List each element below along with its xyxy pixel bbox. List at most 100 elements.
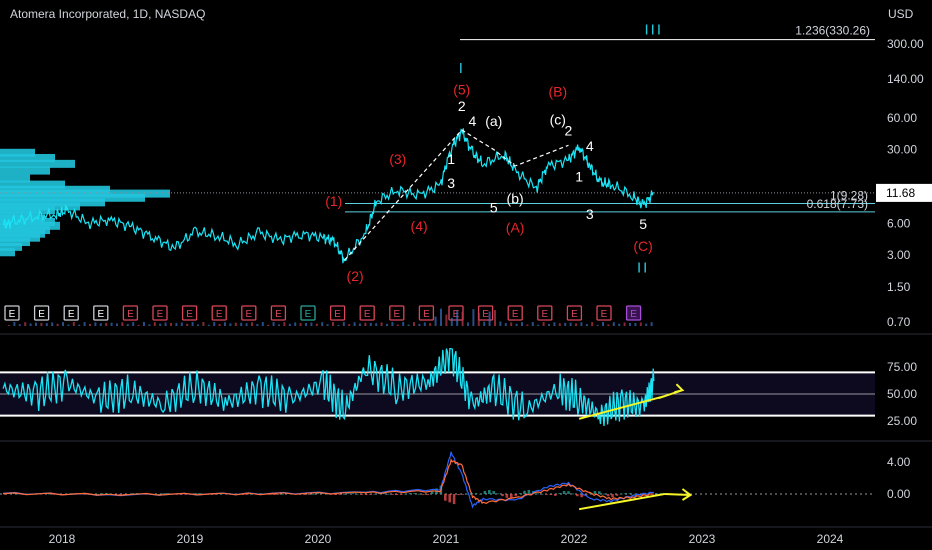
wave-label: 5 xyxy=(639,216,647,232)
volume-bar xyxy=(472,309,475,326)
earnings-marker-label: E xyxy=(97,309,104,320)
earnings-marker: E xyxy=(63,305,79,321)
volume-bar xyxy=(564,322,567,326)
macd-histogram-bar xyxy=(545,494,548,495)
volume-bar xyxy=(321,322,324,326)
macd-histogram-bar xyxy=(466,493,469,495)
volume-bar xyxy=(310,322,313,326)
volume-bar xyxy=(418,323,421,326)
macd-histogram-bar xyxy=(501,494,504,497)
macd-histogram-bar xyxy=(210,494,214,495)
volume-bar xyxy=(531,322,534,326)
wave-label: (2) xyxy=(347,268,364,284)
time-axis-tick: 2020 xyxy=(305,532,332,546)
earnings-marker: E xyxy=(507,305,523,321)
earnings-marker-label: E xyxy=(571,309,578,320)
rsi-trendline xyxy=(578,395,665,420)
earnings-marker: E xyxy=(211,305,227,321)
earnings-marker-box xyxy=(507,305,523,321)
earnings-marker-box xyxy=(270,305,287,321)
volume-bar xyxy=(24,322,27,326)
volume-bar xyxy=(488,311,491,326)
macd-histogram-bar xyxy=(48,493,51,495)
earnings-marker-box xyxy=(566,305,583,321)
price-axis-tick: 3.00 xyxy=(887,248,911,262)
wave-label: (4) xyxy=(411,218,428,234)
volume-bar xyxy=(251,322,253,326)
volume-bar xyxy=(110,322,113,326)
time-axis-tick: 2018 xyxy=(49,532,76,546)
macd-histogram-bar xyxy=(131,493,135,495)
volume-bar xyxy=(229,323,232,326)
earnings-marker-box xyxy=(33,305,50,321)
earnings-marker: E xyxy=(33,305,50,321)
volume-bar xyxy=(585,324,588,326)
macd-histogram-bar xyxy=(567,491,570,494)
rsi-axis-tick: 25.00 xyxy=(887,414,917,428)
earnings-marker-label: E xyxy=(423,309,430,320)
macd-histogram-bar xyxy=(268,494,271,495)
current-price-tag-bg xyxy=(876,183,932,202)
macd-histogram-bar xyxy=(105,493,108,494)
wave-label: (5) xyxy=(453,81,470,97)
earnings-marker-box xyxy=(389,305,405,321)
price-axis-tick: 300.00 xyxy=(887,37,924,51)
macd-series-line xyxy=(3,451,654,509)
volume-bar xyxy=(148,324,151,326)
macd-histogram-bar xyxy=(426,494,429,495)
earnings-marker: E xyxy=(359,305,375,321)
volume-bar xyxy=(99,323,102,326)
price-axis-tick: 60.00 xyxy=(887,111,917,125)
macd-histogram-bar xyxy=(281,493,284,495)
macd-histogram-bar xyxy=(523,490,526,494)
macd-histogram-bar xyxy=(316,493,319,494)
macd-histogram-bar xyxy=(457,494,460,495)
volume-bar xyxy=(618,323,621,326)
earnings-marker-label: E xyxy=(334,309,341,320)
volume-bar xyxy=(413,322,415,326)
volume-bar xyxy=(450,317,453,326)
volume-bar xyxy=(224,322,226,326)
volume-profile-bar xyxy=(0,248,15,257)
macd-trendline-arrow xyxy=(664,488,693,501)
volume-bar xyxy=(278,324,280,326)
wave-label: (c) xyxy=(550,111,566,127)
volume-bar xyxy=(180,322,183,326)
earnings-marker-label: E xyxy=(601,309,608,320)
macd-histogram-bar xyxy=(325,493,328,495)
volume-bar xyxy=(499,321,502,326)
wave-label: 2 xyxy=(458,98,466,114)
macd-histogram-bar xyxy=(558,493,561,494)
macd-histogram-bar xyxy=(422,494,425,495)
volume-bar xyxy=(526,324,529,326)
rsi-axis-tick: 75.00 xyxy=(887,360,917,374)
volume-bar xyxy=(348,324,351,326)
volume-bar xyxy=(423,322,426,326)
volume-bar xyxy=(645,323,648,326)
current-price-tag: 11.68 xyxy=(876,183,932,202)
time-axis-tick: 2021 xyxy=(433,532,460,546)
volume-bar xyxy=(623,322,626,326)
volume-bar xyxy=(494,310,496,326)
volume-bar xyxy=(45,323,48,326)
volume-bar xyxy=(510,322,513,326)
volume-bar xyxy=(602,322,604,326)
volume-profile-bar xyxy=(0,233,40,242)
volume-bar xyxy=(283,322,286,326)
volume-bar xyxy=(440,308,442,326)
volume-bar xyxy=(580,322,583,326)
wave-label: 3 xyxy=(447,175,455,191)
time-axis-tick: 2023 xyxy=(689,532,716,546)
volume-profile-bar xyxy=(0,238,30,247)
macd-histogram-bar xyxy=(246,494,249,495)
volume-bar xyxy=(191,322,194,326)
macd-histogram-bar xyxy=(598,491,601,494)
macd-histogram-bar xyxy=(184,494,187,495)
time-axis-tick: 2022 xyxy=(561,532,588,546)
volume-bar xyxy=(315,323,318,326)
fib-level-label: 1.236(330.26) xyxy=(795,24,870,38)
earnings-marker-box xyxy=(241,305,257,321)
volume-bar xyxy=(380,322,383,326)
macd-histogram-bar xyxy=(320,493,324,494)
